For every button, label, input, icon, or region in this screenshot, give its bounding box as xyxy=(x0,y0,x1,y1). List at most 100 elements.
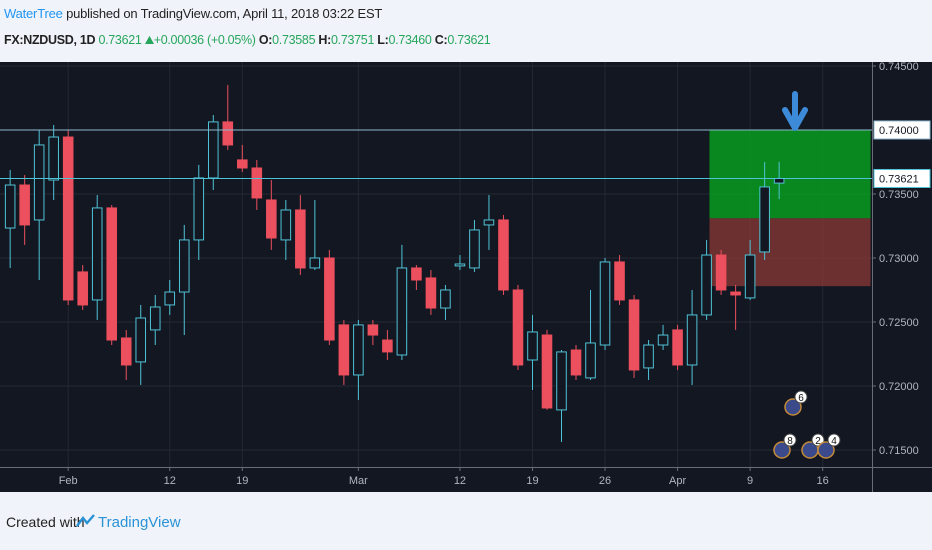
candle-body xyxy=(48,136,59,181)
candle-body xyxy=(62,136,74,301)
publish-line: WaterTree published on TradingView.com, … xyxy=(4,6,382,21)
x-tick-label: 9 xyxy=(747,475,753,487)
profit-zone xyxy=(709,129,871,219)
close-label: C: xyxy=(434,33,448,47)
candle-body xyxy=(382,339,393,353)
candle-body xyxy=(106,207,118,341)
candle-body xyxy=(628,299,640,371)
candle-body xyxy=(120,337,132,366)
last-price: 0.73621 xyxy=(98,33,142,47)
candle-body xyxy=(570,349,582,376)
candle-body xyxy=(396,267,408,356)
candle-body xyxy=(759,186,770,253)
candle-body xyxy=(614,261,625,301)
candle-body xyxy=(541,334,553,409)
candle-body xyxy=(730,291,741,296)
candle-body xyxy=(251,167,263,199)
y-tick-label: 0.72000 xyxy=(879,381,919,393)
candle-body xyxy=(309,257,321,269)
publish-info: published on TradingView.com, April 11, … xyxy=(66,6,383,21)
candle-body xyxy=(266,199,277,239)
candle-body xyxy=(643,344,654,369)
candle-body xyxy=(585,342,596,379)
event-count: 4 xyxy=(831,436,837,447)
brand-logo xyxy=(76,514,95,527)
price-label: 0.73621 xyxy=(879,173,919,185)
x-tick-label: 12 xyxy=(164,475,176,487)
up-triangle xyxy=(144,35,154,44)
candle-body xyxy=(149,306,161,331)
candle-body xyxy=(657,334,669,346)
chart: 0.74500 0.73500 0.73000 0.72500 0.72000 0.715… xyxy=(0,62,932,492)
open-value: 0.73585 xyxy=(272,33,316,47)
candle-body xyxy=(367,324,379,336)
candle-body xyxy=(324,257,335,341)
candle-body xyxy=(338,324,350,376)
x-tick-label: Apr xyxy=(669,475,686,487)
brand[interactable]: TradingView xyxy=(98,514,181,531)
x-tick-label: 12 xyxy=(454,475,466,487)
candle-body xyxy=(469,229,480,269)
candle-body xyxy=(193,177,205,241)
symbol-line: FX:NZDUSD, 1D 0.73621 +0.00036 (+0.05%) … xyxy=(4,33,491,47)
event-count: 2 xyxy=(815,436,821,447)
candle-body xyxy=(237,159,248,169)
candle-body xyxy=(425,277,437,309)
x-tick-label: Mar xyxy=(349,475,368,487)
y-tick-label: 0.71500 xyxy=(879,445,919,457)
event-badge xyxy=(783,433,797,447)
candle-body xyxy=(498,219,509,291)
candle-body xyxy=(440,289,451,309)
candle-body xyxy=(672,329,683,366)
x-tick-label: 16 xyxy=(817,475,829,487)
candle-body xyxy=(178,239,190,293)
candle-body xyxy=(701,254,712,316)
candle-body xyxy=(483,219,495,226)
candle-body xyxy=(4,184,16,229)
candle-body xyxy=(77,271,88,306)
candle-body xyxy=(33,144,45,221)
y-tick-label: 0.74500 xyxy=(879,62,919,73)
price-label-box xyxy=(873,168,931,188)
candle-body xyxy=(715,254,727,291)
high-value: 0.73751 xyxy=(331,33,375,47)
candle-body xyxy=(135,317,147,363)
open-label: O: xyxy=(258,33,273,47)
x-tick-label: 19 xyxy=(236,475,248,487)
candle-body xyxy=(280,209,292,241)
price-label: 0.74000 xyxy=(879,125,919,137)
candle-body xyxy=(744,254,756,299)
y-tick-label: 0.73500 xyxy=(879,189,919,201)
down-arrow xyxy=(782,91,808,131)
candle-body xyxy=(527,331,538,361)
candle-body xyxy=(411,267,422,281)
candle-body xyxy=(164,291,176,306)
y-tick-label: 0.73000 xyxy=(879,253,919,265)
price-label-box xyxy=(873,120,931,140)
loss-zone xyxy=(709,218,871,287)
x-tick-label: Feb xyxy=(59,475,78,487)
y-tick-label: 0.72500 xyxy=(879,317,919,329)
candle-body xyxy=(556,351,567,411)
candle-body xyxy=(353,324,364,376)
low-label: L: xyxy=(377,33,389,47)
event-count: 6 xyxy=(798,393,804,404)
change: +0.00036 (+0.05%) xyxy=(153,33,256,47)
candle-body xyxy=(222,121,234,146)
event-icon xyxy=(784,398,802,416)
footer: Created with TradingView xyxy=(6,514,181,531)
high-label: H: xyxy=(318,33,332,47)
x-tick-label: 19 xyxy=(526,475,538,487)
event-icon xyxy=(773,441,791,459)
x-tick-label: 26 xyxy=(599,475,611,487)
candle-body xyxy=(91,207,103,301)
author-link[interactable]: WaterTree xyxy=(4,6,63,21)
candle-body xyxy=(19,184,30,226)
candle-body xyxy=(512,289,524,366)
low-value: 0.73460 xyxy=(388,33,432,47)
candle-body xyxy=(773,177,785,184)
close-value: 0.73621 xyxy=(447,33,491,47)
event-badge xyxy=(827,433,841,447)
candle-body xyxy=(295,209,306,269)
symbol: FX:NZDUSD, 1D xyxy=(4,33,96,47)
